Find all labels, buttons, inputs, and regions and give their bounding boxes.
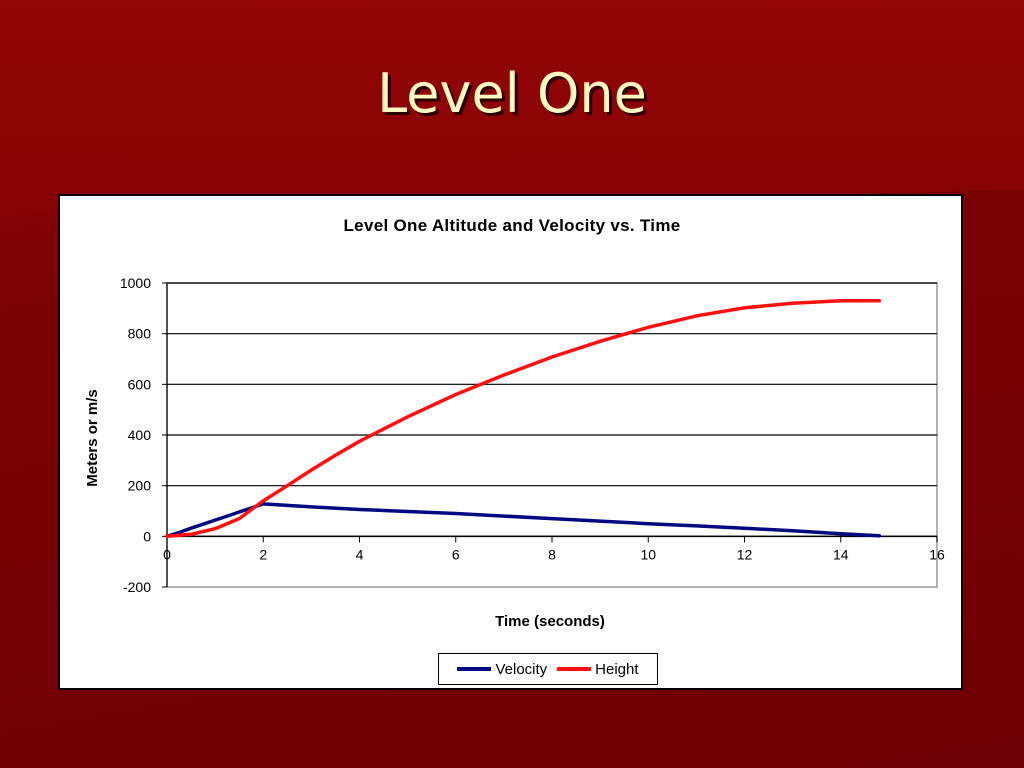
legend-label-velocity: Velocity [495,660,548,678]
x-tick-label: 4 [356,546,364,562]
y-tick-label: 1000 [120,275,151,291]
series-line-height [165,298,882,539]
y-tick-label: 800 [128,326,152,342]
y-tick-label: 600 [128,376,152,392]
title-band [0,0,1024,215]
x-tick-label: 12 [737,546,753,562]
legend-item-velocity: Velocity [457,661,547,678]
x-tick-label: 6 [452,546,460,562]
x-tick-labels: 0 2 4 6 8 10 12 14 16 [163,546,945,562]
chart-svg: Level One Altitude and Velocity vs. Time… [84,216,945,630]
legend: Velocity Height [438,653,658,685]
y-axis-title: Meters or m/s [84,389,101,487]
series-line-velocity [165,502,882,539]
x-tick-label: 2 [259,546,267,562]
x-axis-title: Time (seconds) [495,613,605,630]
x-tick-label: 0 [163,546,171,562]
x-tick-label: 14 [833,546,849,562]
x-tick-label: 16 [929,546,945,562]
x-tick-label: 8 [548,546,556,562]
legend-swatch-height [557,667,592,671]
slide-title: Level One [377,62,647,125]
chart-container: Level One Altitude and Velocity vs. Time… [58,194,963,690]
legend-label-height: Height [595,660,639,678]
y-tick-label: 200 [128,478,152,494]
legend-swatch-velocity [457,667,492,671]
y-tick-labels: -200 0 200 400 600 800 1000 [120,275,151,595]
x-tick-label: 10 [640,546,656,562]
chart-title: Level One Altitude and Velocity vs. Time [344,216,681,235]
y-tick-label: 0 [143,528,151,544]
y-tick-label: -200 [123,579,151,595]
y-tick-label: 400 [128,427,152,443]
legend-item-height: Height [557,660,639,678]
series-lines [165,298,882,539]
